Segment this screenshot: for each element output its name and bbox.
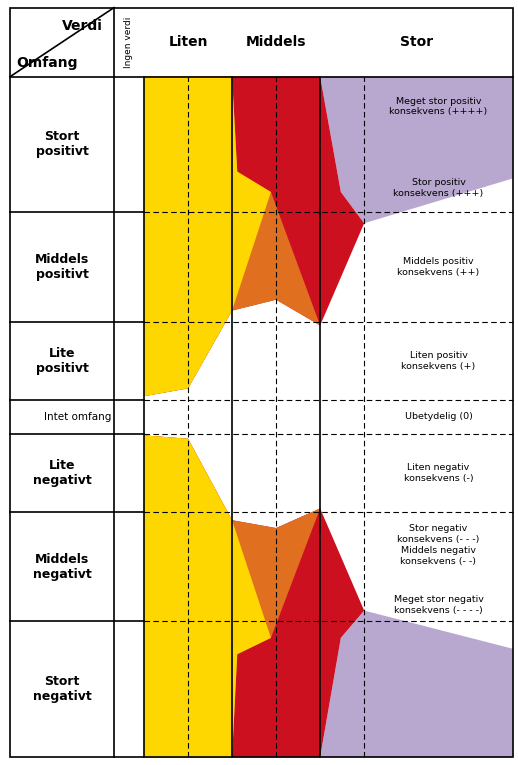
- Polygon shape: [320, 76, 513, 223]
- Text: Liten negativ
konsekvens (-): Liten negativ konsekvens (-): [404, 464, 473, 483]
- Text: Stor positiv
konsekvens (+++): Stor positiv konsekvens (+++): [393, 178, 484, 197]
- Text: Lite
positivt: Lite positivt: [36, 347, 89, 375]
- Polygon shape: [144, 435, 320, 757]
- Polygon shape: [320, 610, 513, 757]
- Text: Ubetydelig (0): Ubetydelig (0): [405, 412, 472, 422]
- Polygon shape: [144, 435, 364, 757]
- Text: Lite
negativt: Lite negativt: [33, 459, 92, 487]
- Polygon shape: [144, 435, 271, 757]
- Polygon shape: [144, 76, 320, 396]
- Bar: [144, 400, 364, 434]
- Text: Middels negativ
konsekvens (- -): Middels negativ konsekvens (- -): [400, 546, 477, 565]
- Text: Meget stor negativ
konsekvens (- - - -): Meget stor negativ konsekvens (- - - -): [394, 595, 483, 615]
- Text: Meget stor positiv
konsekvens (++++): Meget stor positiv konsekvens (++++): [390, 96, 487, 116]
- Text: Middels: Middels: [246, 35, 306, 49]
- Text: Middels
negativt: Middels negativt: [33, 553, 92, 581]
- Text: Stor: Stor: [400, 35, 433, 49]
- Text: Ingen verdi: Ingen verdi: [124, 16, 134, 68]
- Text: Stort
negativt: Stort negativt: [33, 675, 92, 704]
- Polygon shape: [144, 76, 364, 396]
- Text: Verdi: Verdi: [62, 19, 103, 33]
- Text: Liten positiv
konsekvens (+): Liten positiv konsekvens (+): [401, 351, 476, 370]
- Text: Middels
positivt: Middels positivt: [35, 253, 89, 281]
- Text: Omfang: Omfang: [16, 57, 77, 70]
- Text: Middels positiv
konsekvens (++): Middels positiv konsekvens (++): [397, 257, 480, 277]
- Polygon shape: [144, 76, 271, 396]
- Text: Stor negativ
konsekvens (- - -): Stor negativ konsekvens (- - -): [397, 525, 480, 544]
- Text: Liten: Liten: [168, 35, 208, 49]
- Text: Intet omfang: Intet omfang: [44, 412, 111, 422]
- Text: Stort
positivt: Stort positivt: [36, 130, 89, 158]
